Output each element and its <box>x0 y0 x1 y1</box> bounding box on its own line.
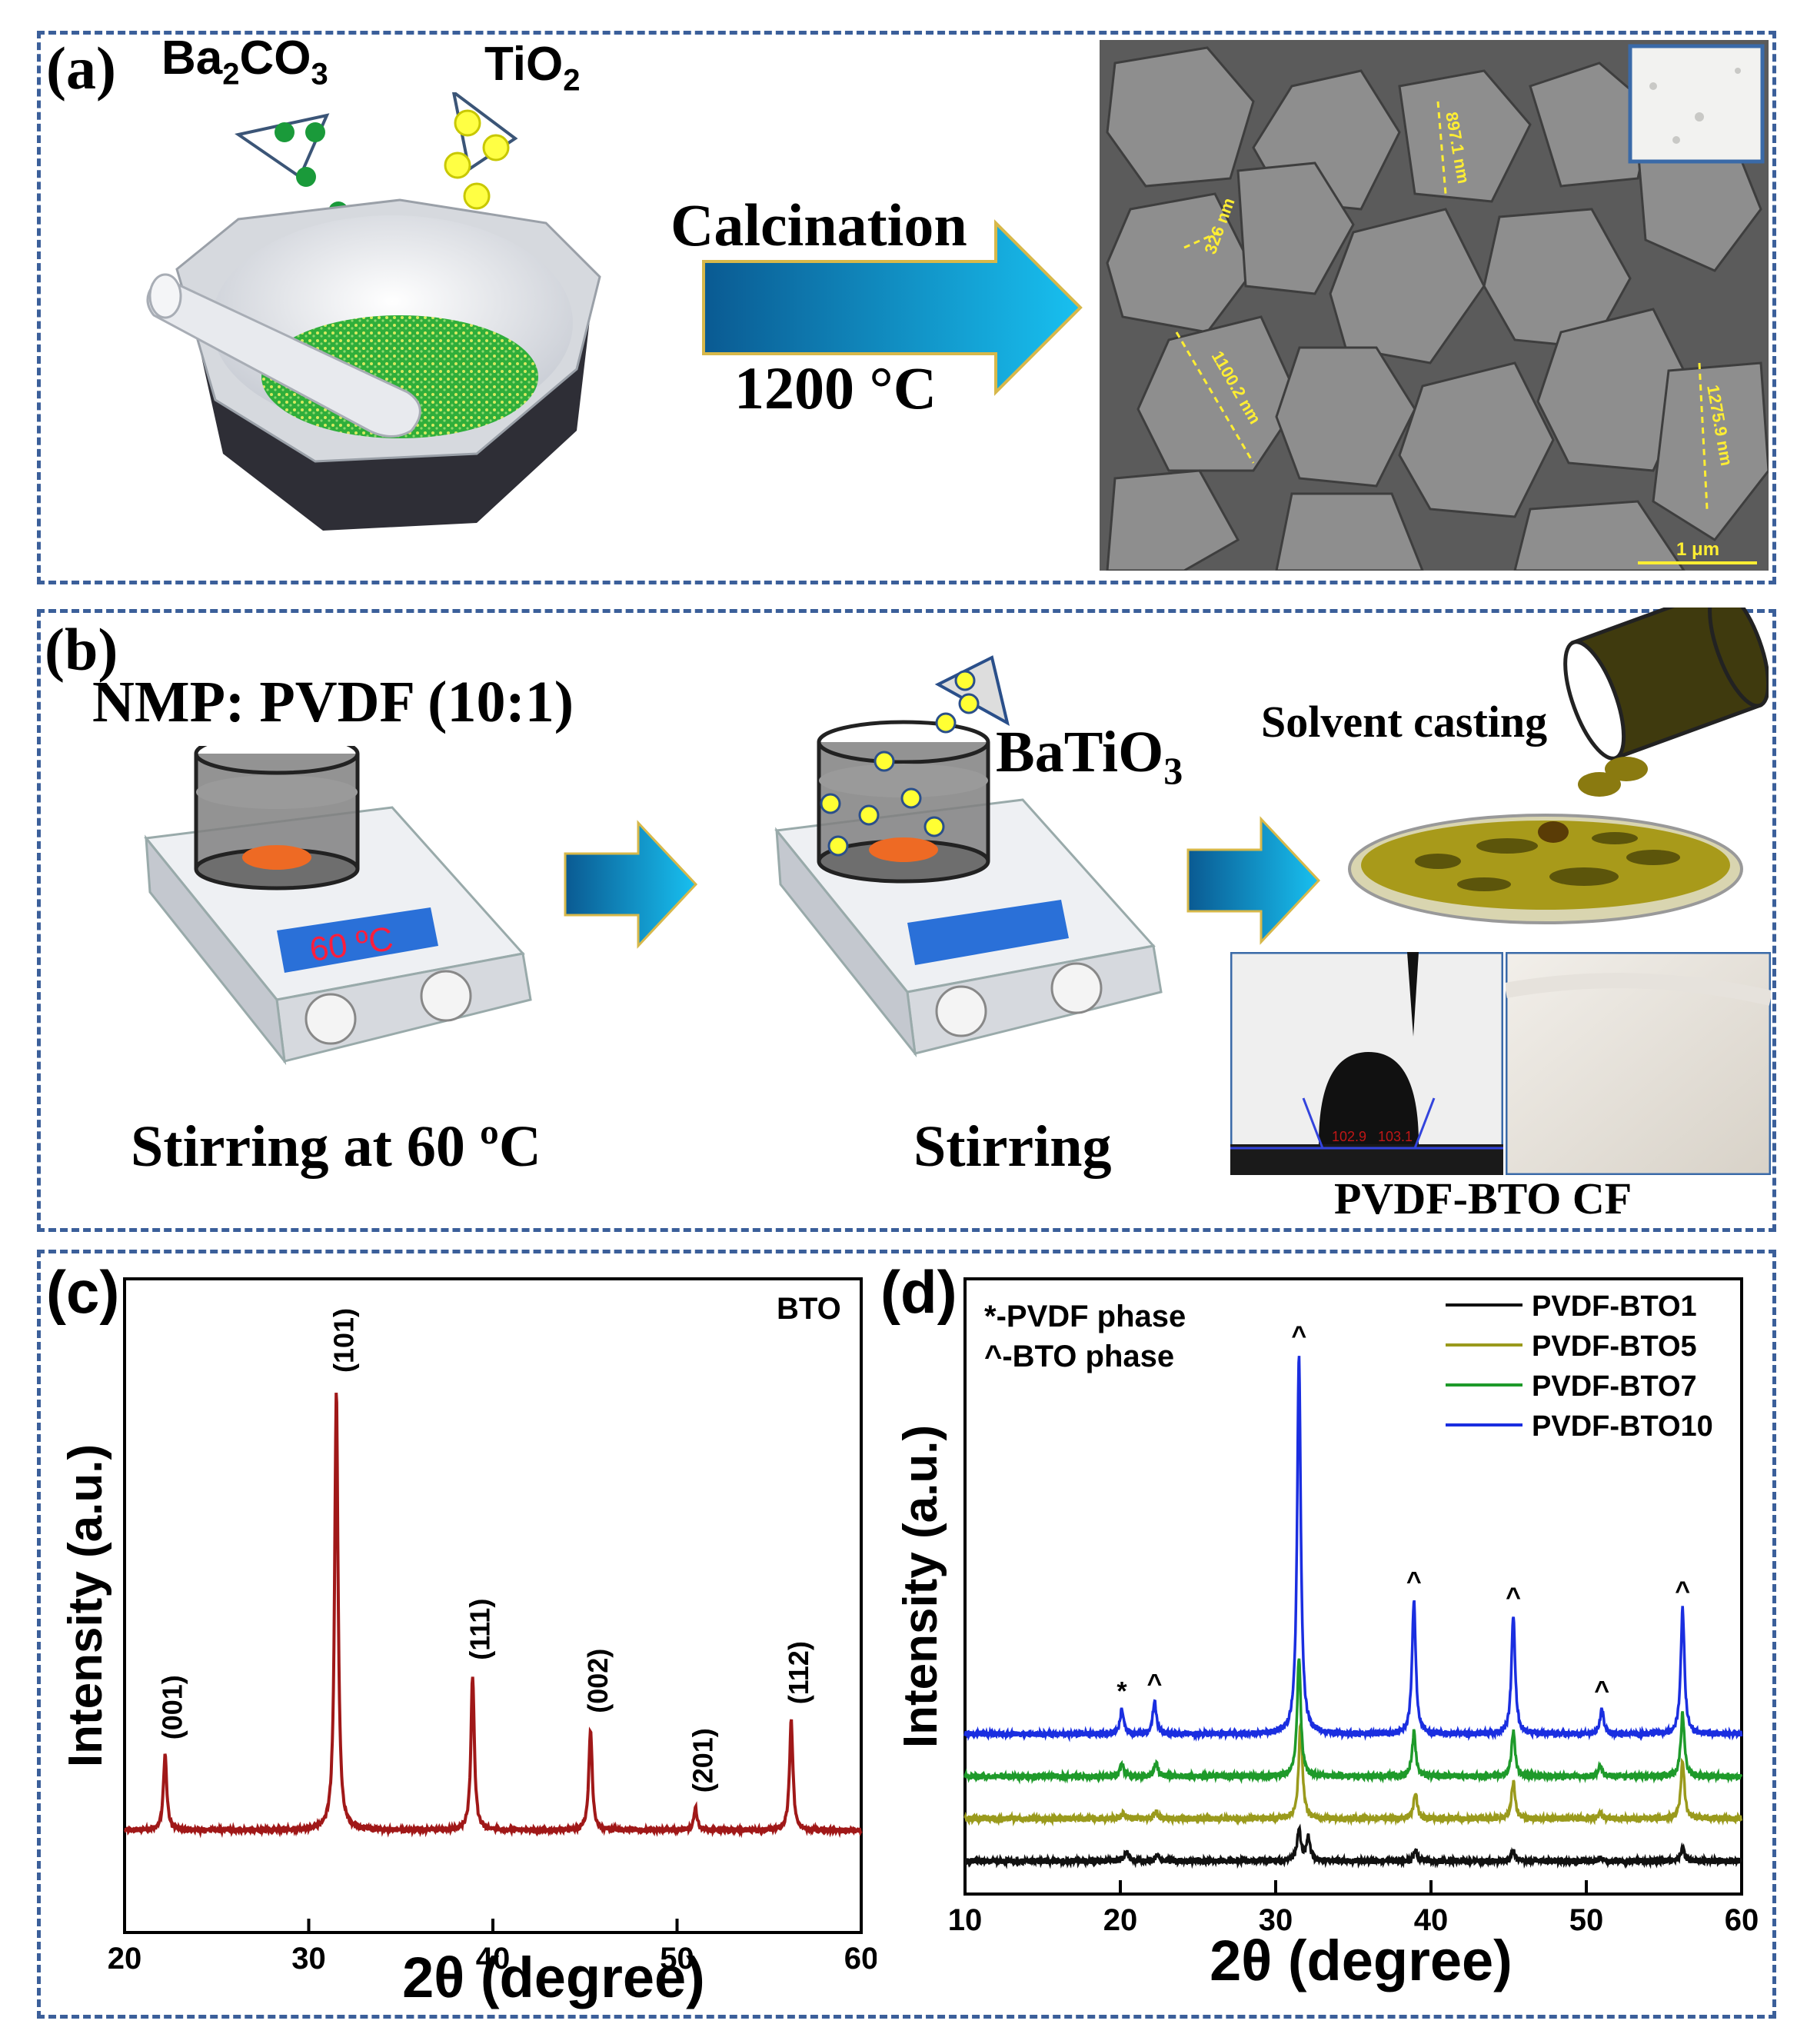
precursor-tio2-label: TiO2 <box>484 38 581 98</box>
panel-a <box>37 31 1776 584</box>
sem-scale-bar-label: 1 μm <box>1676 539 1719 560</box>
chart-d-tick-label: 40 <box>1414 1903 1449 1937</box>
mortar-pestle-illustration <box>146 92 601 531</box>
hotplate-stirrer-2 <box>774 655 1163 1058</box>
chart-c-peak-label: (002) <box>582 1649 614 1713</box>
chart-d-tick-label: 60 <box>1725 1903 1759 1937</box>
contact-angle-right: 103.1 <box>1378 1129 1413 1144</box>
chart-d-phase-marker: ^ <box>1291 1321 1306 1350</box>
step-arrow-1-icon <box>564 820 698 949</box>
batio3-label: BaTiO3 <box>996 720 1183 793</box>
step2-label: Stirring <box>913 1114 1112 1179</box>
chart-d-axes <box>963 1277 1743 1896</box>
chart-c-tick-label: 40 <box>476 1942 511 1976</box>
precursor-baco3-label: Ba2CO3 <box>161 32 328 92</box>
solution-label: NMP: PVDF (10:1) <box>92 670 574 734</box>
chart-d-legend-entry: PVDF-BTO5 <box>1532 1330 1697 1363</box>
chart-d-xlabel: 2θ (degree) <box>1210 1929 1512 1992</box>
chart-d-phase-marker: ^ <box>1406 1567 1422 1596</box>
chart-d-legend-entry: PVDF-BTO10 <box>1532 1410 1713 1443</box>
chart-c-label: (c) <box>46 1258 119 1326</box>
chart-d-annotation-1: *-PVDF phase <box>984 1300 1186 1333</box>
chart-c-xlabel: 2θ (degree) <box>402 1946 705 2009</box>
chart-d-phase-marker: ^ <box>1675 1576 1690 1606</box>
chart-d-phase-marker: ^ <box>1594 1676 1609 1706</box>
chart-c-tick-label: 50 <box>660 1942 694 1976</box>
chart-d-ylabel: Intensity (a.u.) <box>894 1425 947 1748</box>
panel-b-label: (b) <box>45 616 118 683</box>
xrd-chart-d: (d) *-PVDF phase ^-BTO phase PVDF-BTO1 PV… <box>880 1258 1759 1992</box>
product-label: PVDF-BTO CF <box>1334 1173 1632 1223</box>
chart-d-annotation-2: ^-BTO phase <box>984 1340 1174 1373</box>
process-arrow-icon <box>702 219 1083 396</box>
film-photo <box>1506 952 1771 1175</box>
chart-c-tick-label: 30 <box>291 1942 326 1976</box>
chart-d-phase-marker: ^ <box>1506 1583 1521 1612</box>
calcination-label: Calcination <box>671 191 967 258</box>
chart-c-series-line <box>123 1392 863 1839</box>
panel-a-label: (a) <box>46 35 116 102</box>
chart-d-label: (d) <box>880 1258 957 1326</box>
chart-d-legend-entry: PVDF-BTO7 <box>1532 1370 1697 1403</box>
chart-c-legend: BTO <box>777 1292 841 1326</box>
chart-c-tick-label: 60 <box>844 1942 877 1976</box>
contact-angle-image: 102.9 103.1 <box>1230 952 1503 1175</box>
chart-d-phase-marker: * <box>1116 1677 1127 1706</box>
chart-d-phase-marker: ^ <box>1147 1669 1163 1699</box>
sem-micrograph: 897.1 nm 326 nm 1100.2 nm 1275.9 nm 1 μm <box>1100 40 1769 571</box>
chart-c-tick-label: 20 <box>108 1942 142 1976</box>
chart-d-tick-label: 10 <box>948 1903 983 1937</box>
chart-d-tick-label: 30 <box>1259 1903 1293 1937</box>
step1-label: Stirring at 60 ºC <box>131 1114 541 1179</box>
chart-c-peak-label: (112) <box>783 1641 814 1704</box>
chart-d-tick-label: 20 <box>1103 1903 1138 1937</box>
chart-d-tick-label: 50 <box>1569 1903 1604 1937</box>
panel-cd <box>37 1250 1776 2019</box>
chart-c-peak-label: (001) <box>157 1675 188 1739</box>
chart-d-series-line <box>963 1823 1742 1869</box>
contact-angle-left: 102.9 <box>1332 1129 1366 1144</box>
step-arrow-2-icon <box>1186 816 1321 945</box>
chart-d-series-line <box>963 1356 1743 1743</box>
chart-c-peak-label: (201) <box>687 1728 718 1793</box>
chart-d-legend-entry: PVDF-BTO1 <box>1532 1290 1697 1323</box>
hotplate-stirrer-1: 60 ºC <box>144 746 532 1066</box>
xrd-chart-c: (c) BTO (001) (101) (111) (002) (201) (112) 2… <box>46 1258 877 2009</box>
chart-c-ylabel: Intensity (a.u.) <box>59 1444 112 1767</box>
panel-b <box>37 609 1776 1232</box>
solvent-casting-illustration <box>1348 608 1769 924</box>
chart-d-series-line <box>963 1720 1743 1827</box>
chart-d-series-line <box>963 1658 1743 1785</box>
chart-c-peak-label: (101) <box>328 1308 359 1373</box>
chart-c-peak-label: (111) <box>464 1599 496 1660</box>
calcination-temperature: 1200 °C <box>734 355 937 421</box>
solvent-casting-label: Solvent casting <box>1261 697 1548 747</box>
